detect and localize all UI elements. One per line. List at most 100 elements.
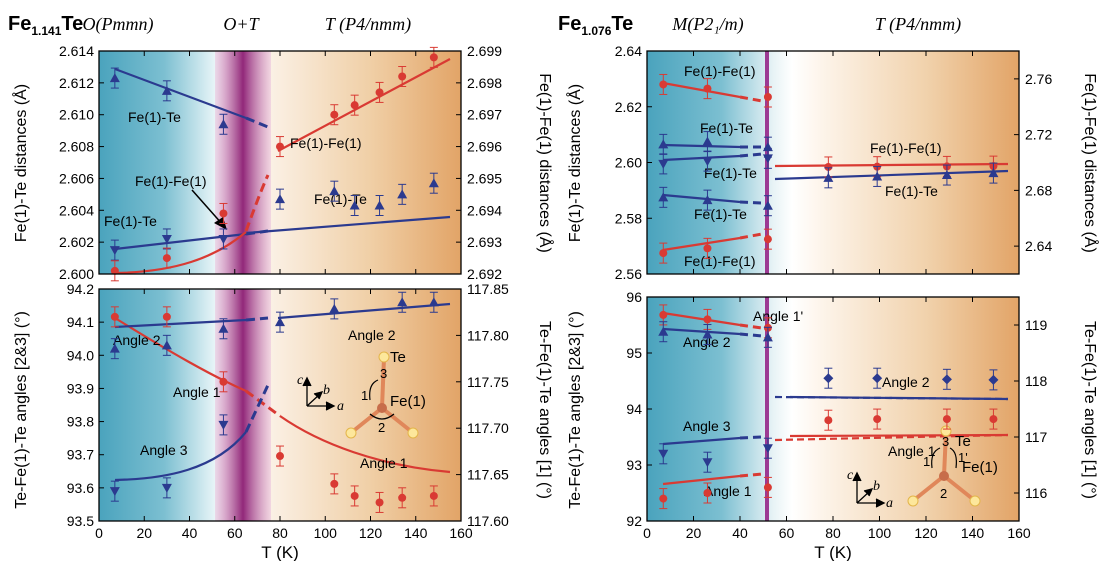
right-top-point-series3 — [702, 195, 713, 205]
right-bottom-label-angle1-left: Angle 1 — [704, 483, 752, 499]
right-top-point-series0 — [659, 80, 668, 89]
right-top-transition-line — [765, 51, 769, 274]
right-bottom-label-angle1-right: Angle 1 — [888, 443, 936, 459]
right-top-right-tick-label: 2.72 — [1025, 127, 1052, 143]
left-top-marks — [109, 46, 439, 282]
right-bottom-point-series4 — [988, 374, 999, 385]
left-axis-b-label: b — [323, 383, 330, 398]
right-bottom-point-series1 — [702, 329, 713, 339]
right-bottom-point-series3 — [659, 494, 668, 503]
left-bottom-left-tick-label: 94.2 — [67, 281, 94, 297]
right-bottom-left-tick-label: 94 — [626, 401, 642, 417]
left-top-point-series3 — [330, 110, 339, 119]
right-top-label-fefe-upper: Fe(1)-Fe(1) — [684, 63, 756, 79]
left-top-right-tick-label: 2.699 — [467, 43, 502, 59]
left-x-tick-label: 0 — [95, 525, 103, 541]
right-bottom-left-tick-label: 93 — [626, 457, 642, 473]
right-top-point-series4 — [763, 235, 772, 244]
left-bottom-point-series2 — [218, 420, 229, 430]
left-top-right-tick-label: 2.693 — [467, 234, 502, 250]
left-top-point-series3 — [162, 254, 171, 263]
right-bottom-point-series4 — [941, 374, 952, 385]
right-x-tick-label: 140 — [961, 525, 985, 541]
right-te-atom-top — [940, 425, 952, 437]
left-top-left-tick-label: 2.614 — [59, 43, 94, 59]
right-top-point-series2 — [762, 154, 773, 164]
left-top-right-ylabel: Fe(1)-Fe(1) distances (Å) — [536, 73, 555, 253]
left-bottom-label-angle1-right: Angle 1 — [360, 455, 408, 471]
right-top-label-fefe-lower: Fe(1)-Fe(1) — [684, 253, 756, 269]
right-top-label-fete-right: Fe(1)-Te — [885, 183, 938, 199]
left-bottom-fits — [114, 302, 451, 482]
left-te-atom-top — [378, 351, 390, 363]
right-top-point-series4 — [703, 244, 712, 253]
left-top-right-tick-label: 2.694 — [467, 202, 502, 218]
left-bottom-label-angle2-right: Angle 2 — [348, 327, 396, 343]
right-bottom-marks — [658, 304, 999, 510]
right-top-point-series0 — [763, 92, 772, 101]
right-top-point-series1 — [762, 142, 773, 152]
left-bottom-point-series1 — [397, 297, 408, 307]
right-top-fits — [662, 81, 1009, 252]
right-bottom-left-ylabel: Te-Fe(1)-Te angles [2&3] (°) — [567, 311, 584, 509]
left-top-point-series3 — [350, 101, 359, 110]
right-bottom-point-series5 — [942, 415, 951, 424]
left-top-point-series3 — [429, 53, 438, 62]
right-bottom-label-angle1p: Angle 1' — [753, 308, 803, 324]
right-top-label-fete-3: Fe(1)-Te — [694, 206, 747, 222]
left-x-tick-label: 40 — [182, 525, 198, 541]
left-te-atom-left — [345, 427, 357, 439]
left-top-right-tick-label: 2.695 — [467, 170, 502, 186]
right-figure: Fe1.076Te M(P2₁/m) T (P4/nmm) Fe(1)-Fe(1… — [558, 13, 1099, 561]
left-bottom-point-series2 — [161, 483, 172, 493]
left-bottom-point-series1 — [218, 323, 229, 333]
right-top-background — [647, 51, 1019, 274]
right-angle-1p-label: 1' — [958, 450, 968, 465]
left-axis-triad — [302, 376, 336, 411]
right-fe-label: Fe(1) — [962, 459, 998, 476]
left-top-right-tick-label: 2.697 — [467, 107, 502, 123]
left-bottom-point-series0 — [350, 491, 359, 500]
right-bottom-point-series4 — [823, 373, 834, 384]
right-phase-label-m: M(P2₁/m) — [671, 14, 743, 35]
right-bottom-point-series0 — [703, 315, 712, 324]
left-axis-a-label: a — [337, 399, 344, 414]
left-top-point-series3 — [219, 209, 228, 218]
left-top-right-tick-label: 2.696 — [467, 139, 502, 155]
left-top-left-tick-label: 2.600 — [59, 266, 94, 282]
right-top-right-ylabel: Fe(1)-Fe(1) distances (Å) — [1081, 73, 1099, 253]
right-top-annotations: Fe(1)-Fe(1) Fe(1)-Te Fe(1)-Te Fe(1)-Te F… — [684, 63, 942, 269]
left-phase-label-t: T (P4/nmm) — [325, 14, 411, 35]
right-bottom-structure-inset: c b a Te Fe(1) 1 1' 2 3 — [847, 425, 998, 511]
right-bottom-left-tick-label: 92 — [626, 513, 642, 529]
left-top-point-series1 — [109, 246, 120, 256]
right-top-left-tick-label: 2.58 — [615, 210, 642, 226]
left-top-label-fe-te-lower: Fe(1)-Te — [104, 213, 157, 229]
left-top-right-tick-label: 2.692 — [467, 266, 502, 282]
left-bottom-left-tick-label: 93.8 — [67, 414, 94, 430]
right-top-left-tick-label: 2.62 — [615, 99, 642, 115]
left-molecule-bonds — [350, 356, 414, 434]
left-bottom-right-tick-label: 117.75 — [467, 374, 509, 390]
right-bottom-point-series2 — [762, 444, 773, 454]
left-bottom-point-series1 — [109, 343, 120, 353]
left-bottom-point-series2 — [109, 487, 120, 497]
right-top-label-fete-2: Fe(1)-Te — [704, 165, 757, 181]
left-bottom-left-ylabel: Te-Fe(1)-Te angles [2&3] (°) — [13, 311, 30, 509]
left-bottom-marks — [109, 291, 439, 513]
left-bottom-left-tick-label: 93.5 — [67, 513, 94, 529]
left-x-tick-label: 80 — [272, 525, 288, 541]
left-bottom-point-series0 — [398, 493, 407, 502]
left-angle-1-label: 1 — [361, 388, 368, 403]
left-top-point-series0 — [109, 73, 120, 83]
right-top-marks — [658, 73, 999, 264]
left-bottom-point-series0 — [429, 491, 438, 500]
left-bottom-label-angle2-left: Angle 2 — [113, 332, 161, 348]
right-x-tick-label: 160 — [1007, 525, 1031, 541]
left-top-point-series2 — [428, 178, 439, 188]
left-x-tick-label: 120 — [359, 525, 383, 541]
left-top-left-ylabel: Fe(1)-Te distances (Å) — [11, 84, 30, 242]
left-top-left-tick-label: 2.606 — [59, 170, 94, 186]
left-bottom-point-series0 — [375, 498, 384, 507]
left-bottom-point-series0 — [276, 452, 284, 461]
